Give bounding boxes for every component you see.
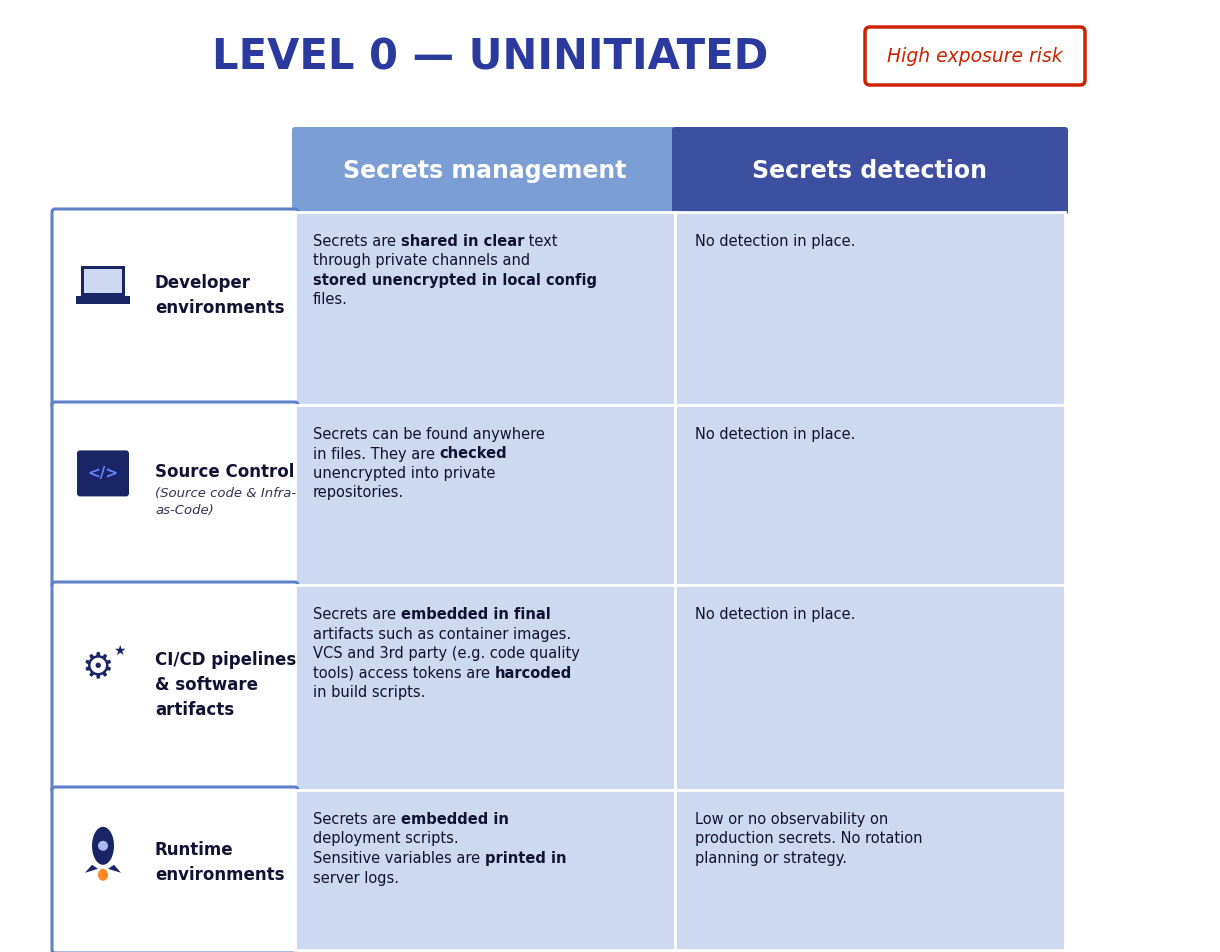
FancyBboxPatch shape [52, 582, 298, 793]
Bar [675, 585, 1065, 790]
FancyBboxPatch shape [865, 27, 1085, 85]
Text: embedded in: embedded in [400, 812, 509, 827]
Bar [76, 296, 131, 305]
Text: CI/CD pipelines
& software
artifacts: CI/CD pipelines & software artifacts [155, 650, 296, 719]
Text: Secrets are: Secrets are [314, 234, 400, 249]
Text: ⚙: ⚙ [82, 650, 115, 684]
Text: Secrets are: Secrets are [314, 607, 400, 622]
Text: shared in clear: shared in clear [400, 234, 525, 249]
Text: harcoded: harcoded [494, 665, 572, 681]
Text: planning or strategy.: planning or strategy. [695, 851, 847, 866]
Bar [84, 269, 122, 293]
Text: through private channels and: through private channels and [314, 253, 531, 268]
Text: checked: checked [439, 446, 508, 462]
Text: text: text [525, 234, 558, 249]
Text: server logs.: server logs. [314, 870, 399, 885]
FancyBboxPatch shape [52, 787, 298, 952]
Text: artifacts such as container images.: artifacts such as container images. [314, 626, 571, 642]
Text: No detection in place.: No detection in place. [695, 607, 855, 622]
Text: LEVEL 0 — UNINITIATED: LEVEL 0 — UNINITIATED [212, 37, 769, 79]
Text: deployment scripts.: deployment scripts. [314, 831, 459, 846]
FancyBboxPatch shape [292, 127, 678, 215]
Text: Developer
environments: Developer environments [155, 274, 284, 317]
Polygon shape [109, 864, 121, 873]
Polygon shape [85, 864, 98, 873]
Text: Secrets detection: Secrets detection [753, 159, 987, 183]
Bar [295, 585, 675, 790]
Text: High exposure risk: High exposure risk [887, 47, 1063, 66]
Text: ★: ★ [112, 644, 126, 658]
Bar [295, 405, 675, 585]
Bar [295, 790, 675, 950]
Text: No detection in place.: No detection in place. [695, 234, 855, 249]
Bar [295, 212, 675, 405]
Text: production secrets. No rotation: production secrets. No rotation [695, 831, 922, 846]
Text: Runtime
environments: Runtime environments [155, 842, 284, 884]
Bar [675, 212, 1065, 405]
Bar [675, 790, 1065, 950]
Text: (Source code & Infra-
as-Code): (Source code & Infra- as-Code) [155, 486, 296, 517]
Text: Source Control: Source Control [155, 463, 294, 481]
Text: repositories.: repositories. [314, 486, 404, 501]
Text: Secrets can be found anywhere: Secrets can be found anywhere [314, 427, 545, 442]
Text: </>: </> [88, 466, 118, 481]
Text: No detection in place.: No detection in place. [695, 427, 855, 442]
Text: Secrets are: Secrets are [314, 812, 400, 827]
Text: Sensitive variables are: Sensitive variables are [314, 851, 484, 866]
Text: in build scripts.: in build scripts. [314, 685, 426, 700]
FancyBboxPatch shape [77, 450, 129, 496]
Ellipse shape [92, 826, 113, 864]
Ellipse shape [98, 869, 109, 881]
Text: Secrets management: Secrets management [343, 159, 627, 183]
Text: unencrypted into private: unencrypted into private [314, 466, 495, 481]
Bar [675, 405, 1065, 585]
Text: stored unencrypted in local config: stored unencrypted in local config [314, 273, 597, 288]
Ellipse shape [98, 841, 109, 851]
FancyBboxPatch shape [672, 127, 1068, 215]
Text: embedded in final: embedded in final [400, 607, 550, 622]
Text: VCS and 3rd party (e.g. code quality: VCS and 3rd party (e.g. code quality [314, 646, 580, 661]
Text: tools) access tokens are: tools) access tokens are [314, 665, 494, 681]
Text: Low or no observability on: Low or no observability on [695, 812, 888, 827]
FancyBboxPatch shape [52, 402, 298, 588]
Bar [81, 267, 124, 296]
Text: printed in: printed in [484, 851, 566, 866]
Text: in files. They are: in files. They are [314, 446, 439, 462]
FancyBboxPatch shape [52, 209, 298, 408]
Text: files.: files. [314, 292, 348, 307]
